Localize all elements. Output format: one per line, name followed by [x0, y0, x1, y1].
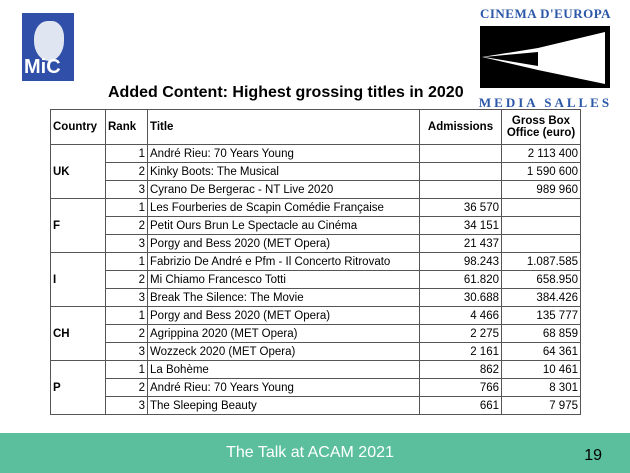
admissions-cell: 36 570	[419, 198, 502, 217]
media-salles-logo: CINEMA D'EUROPA MEDIA SALLES	[478, 6, 613, 111]
title-cell: Agrippina 2020 (MET Opera)	[147, 324, 420, 343]
title-cell: André Rieu: 70 Years Young	[147, 144, 420, 163]
page-title: Added Content: Highest grossing titles i…	[108, 84, 464, 101]
header-row: Country Rank Title Admissions Gross Box …	[50, 109, 581, 145]
title-cell: Porgy and Bess 2020 (MET Opera)	[147, 234, 420, 253]
title-cell: Les Fourberies de Scapin Comédie Françai…	[147, 198, 420, 217]
col-title: Title	[147, 109, 420, 145]
rank-cell: 3	[105, 288, 148, 307]
country-cell: CH	[50, 306, 106, 361]
footer-bar: The Talk at ACAM 2021 19	[0, 433, 630, 473]
rank-cell: 1	[105, 144, 148, 163]
country-cell: I	[50, 252, 106, 307]
projector-graphic	[480, 26, 610, 88]
title-cell: Porgy and Bess 2020 (MET Opera)	[147, 306, 420, 325]
admissions-cell	[419, 180, 502, 199]
rank-cell: 3	[105, 396, 148, 415]
table-row: 2 Kinky Boots: The Musical 1 590 600	[51, 162, 581, 181]
mic-logo-text: MiC	[24, 56, 61, 78]
gross-cell: 384.426	[501, 288, 581, 307]
grossing-table: Country Rank Title Admissions Gross Box …	[50, 109, 581, 415]
gross-cell: 658.950	[501, 270, 581, 289]
country-cell: F	[50, 198, 106, 253]
admissions-cell: 862	[419, 360, 502, 379]
rank-cell: 2	[105, 378, 148, 397]
admissions-cell: 21 437	[419, 234, 502, 253]
gross-cell: 10 461	[501, 360, 581, 379]
country-cell: UK	[50, 144, 106, 199]
table-row: P 1 La Bohème 862 10 461	[50, 360, 581, 415]
table-row: I 1 Fabrizio De André e Pfm - Il Concerto …	[50, 252, 581, 307]
title-cell: Cyrano De Bergerac - NT Live 2020	[147, 180, 420, 199]
title-cell: Mi Chiamo Francesco Totti	[147, 270, 420, 289]
admissions-cell: 30.688	[419, 288, 502, 307]
gross-cell: 7 975	[501, 396, 581, 415]
gross-cell: 68 859	[501, 324, 581, 343]
table-row: 2 Petit Ours Brun Le Spectacle au Cinéma 3…	[51, 216, 581, 235]
title-cell: Petit Ours Brun Le Spectacle au Cinéma	[147, 216, 420, 235]
admissions-cell: 661	[419, 396, 502, 415]
admissions-cell: 2 161	[419, 342, 502, 361]
gross-cell: 135 777	[501, 306, 581, 325]
title-cell: Kinky Boots: The Musical	[147, 162, 420, 181]
title-cell: La Bohème	[147, 360, 420, 379]
mic-logo: MiC	[22, 13, 74, 81]
rank-cell: 1	[105, 252, 148, 271]
gross-cell: 1.087.585	[501, 252, 581, 271]
title-cell: Break The Silence: The Movie	[147, 288, 420, 307]
admissions-cell	[419, 162, 502, 181]
admissions-cell: 98.243	[419, 252, 502, 271]
admissions-cell: 2 275	[419, 324, 502, 343]
table-row: 2 André Rieu: 70 Years Young 766 8 301	[51, 378, 581, 397]
admissions-cell: 766	[419, 378, 502, 397]
cinema-deuropa-text: CINEMA D'EUROPA	[479, 6, 612, 21]
rank-cell: 3	[105, 234, 148, 253]
table-row: 3 Break The Silence: The Movie 30.688 384.4…	[51, 288, 581, 307]
col-rank: Rank	[105, 109, 148, 145]
table-row: 2 Agrippina 2020 (MET Opera) 2 275 68 859	[51, 324, 581, 343]
table-row: 3 Porgy and Bess 2020 (MET Opera) 21 437	[51, 234, 581, 253]
footer-text: The Talk at ACAM 2021	[226, 444, 394, 461]
admissions-cell	[419, 144, 502, 163]
title-cell: Fabrizio De André e Pfm - Il Concerto Ri…	[147, 252, 420, 271]
gross-cell	[501, 216, 581, 235]
rank-cell: 2	[105, 324, 148, 343]
admissions-cell: 4 466	[419, 306, 502, 325]
col-country: Country	[50, 109, 106, 145]
rank-cell: 2	[105, 270, 148, 289]
gross-cell: 989 960	[501, 180, 581, 199]
title-cell: André Rieu: 70 Years Young	[147, 378, 420, 397]
gross-cell: 1 590 600	[501, 162, 581, 181]
title-cell: The Sleeping Beauty	[147, 396, 420, 415]
gross-cell	[501, 198, 581, 217]
gross-cell: 8 301	[501, 378, 581, 397]
table-row: CH 1 Porgy and Bess 2020 (MET Opera) 4 466 1…	[50, 306, 581, 361]
rank-cell: 2	[105, 162, 148, 181]
title-cell: Wozzeck 2020 (MET Opera)	[147, 342, 420, 361]
table-row: 3 The Sleeping Beauty 661 7 975	[51, 396, 581, 415]
gross-cell: 64 361	[501, 342, 581, 361]
gross-cell	[501, 234, 581, 253]
col-admissions: Admissions	[419, 109, 502, 145]
col-gross: Gross Box Office (euro)	[501, 109, 581, 145]
admissions-cell: 61.820	[419, 270, 502, 289]
page-number: 19	[584, 447, 602, 464]
rank-cell: 1	[105, 360, 148, 379]
media-salles-text: MEDIA SALLES	[478, 95, 613, 110]
admissions-cell: 34 151	[419, 216, 502, 235]
rank-cell: 3	[105, 180, 148, 199]
country-cell: P	[50, 360, 106, 415]
rank-cell: 3	[105, 342, 148, 361]
table-row: 3 Wozzeck 2020 (MET Opera) 2 161 64 361	[51, 342, 581, 361]
table-row: F 1 Les Fourberies de Scapin Comédie Franç…	[50, 198, 581, 253]
rank-cell: 1	[105, 306, 148, 325]
table-row: UK 1 André Rieu: 70 Years Young 2 113 400	[50, 144, 581, 199]
table-row: 3 Cyrano De Bergerac - NT Live 2020 989 96…	[51, 180, 581, 199]
gross-cell: 2 113 400	[501, 144, 581, 163]
table-row: 2 Mi Chiamo Francesco Totti 61.820 658.950	[51, 270, 581, 289]
rank-cell: 2	[105, 216, 148, 235]
rank-cell: 1	[105, 198, 148, 217]
